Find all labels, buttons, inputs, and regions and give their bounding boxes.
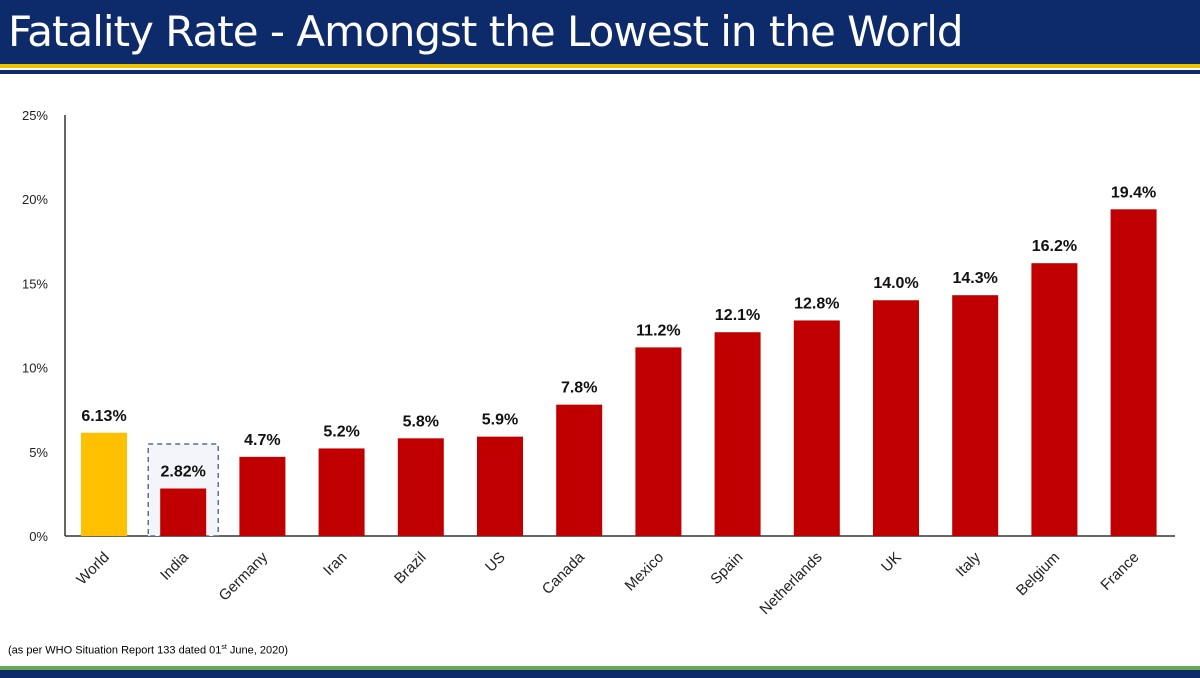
source-note: (as per WHO Situation Report 133 dated 0… — [8, 644, 288, 657]
white-stripe — [0, 68, 1200, 70]
bar-belgium — [1031, 263, 1078, 536]
y-tick-label: 5% — [29, 445, 48, 460]
source-sup: st — [221, 644, 227, 651]
title-bar: Fatality Rate - Amongst the Lowest in th… — [0, 0, 1200, 64]
source-prefix: (as per WHO Situation Report 133 dated 0… — [8, 644, 222, 657]
bar-mexico — [635, 347, 682, 536]
bar-chart: 0% 5% 10% 15% 20% 25% 6.13% World 2.82% India 4.7%… — [22, 108, 1175, 618]
data-label: 7.8% — [561, 380, 597, 397]
x-tick-label: Spain — [707, 549, 746, 588]
x-tick-label: Belgium — [1013, 549, 1063, 599]
bar-italy — [952, 295, 999, 536]
bar-uk — [873, 300, 919, 536]
data-label: 14.3% — [953, 270, 998, 287]
x-tick-label: Italy — [953, 548, 985, 580]
data-label: 12.8% — [794, 295, 839, 312]
x-tick-label: Germany — [216, 548, 272, 604]
y-tick-label: 20% — [22, 192, 48, 207]
x-tick-label: US — [482, 549, 509, 576]
bar-france — [1110, 209, 1157, 536]
data-label: 6.13% — [81, 408, 126, 425]
data-label: 11.2% — [636, 322, 680, 339]
x-tick-label: UK — [878, 549, 905, 576]
x-tick-label: India — [157, 548, 192, 583]
x-tick-label: France — [1097, 549, 1142, 594]
footer-green-line — [0, 666, 1200, 670]
x-tick-label: World — [73, 549, 113, 589]
data-label: 5.9% — [482, 412, 518, 429]
y-tick-label: 15% — [22, 276, 48, 291]
x-tick-label: Brazil — [391, 549, 430, 588]
bar-netherlands — [793, 320, 840, 536]
x-tick-label: Canada — [539, 548, 589, 598]
data-label: 5.2% — [323, 423, 359, 440]
data-label: 16.2% — [1032, 238, 1077, 255]
bar-india — [160, 488, 207, 536]
bar-canada — [556, 404, 603, 536]
bar-spain — [714, 332, 761, 536]
gold-stripe — [0, 64, 1200, 68]
bar-us — [477, 436, 523, 536]
x-tick-label: Iran — [320, 549, 350, 579]
data-label: 14.0% — [873, 275, 918, 292]
bar-brazil — [397, 438, 444, 536]
data-label: 12.1% — [715, 307, 760, 324]
source-suffix: June, 2020) — [226, 644, 289, 657]
navy-stripe — [0, 70, 1200, 74]
y-tick-label: 10% — [22, 361, 48, 376]
x-tick-label: Netherlands — [756, 549, 825, 618]
data-label: 19.4% — [1111, 184, 1156, 201]
bar-iran — [318, 448, 365, 536]
x-tick-label: Mexico — [622, 549, 668, 595]
data-label: 5.8% — [403, 413, 439, 430]
bar-germany — [239, 456, 286, 536]
footer-navy-band — [0, 670, 1200, 678]
y-tick-label: 0% — [29, 529, 48, 544]
bar-world — [81, 432, 127, 536]
page-title: Fatality Rate - Amongst the Lowest in th… — [8, 7, 964, 56]
data-label: 2.82% — [161, 464, 206, 481]
y-tick-label: 25% — [22, 108, 48, 123]
data-label: 4.7% — [244, 432, 280, 449]
